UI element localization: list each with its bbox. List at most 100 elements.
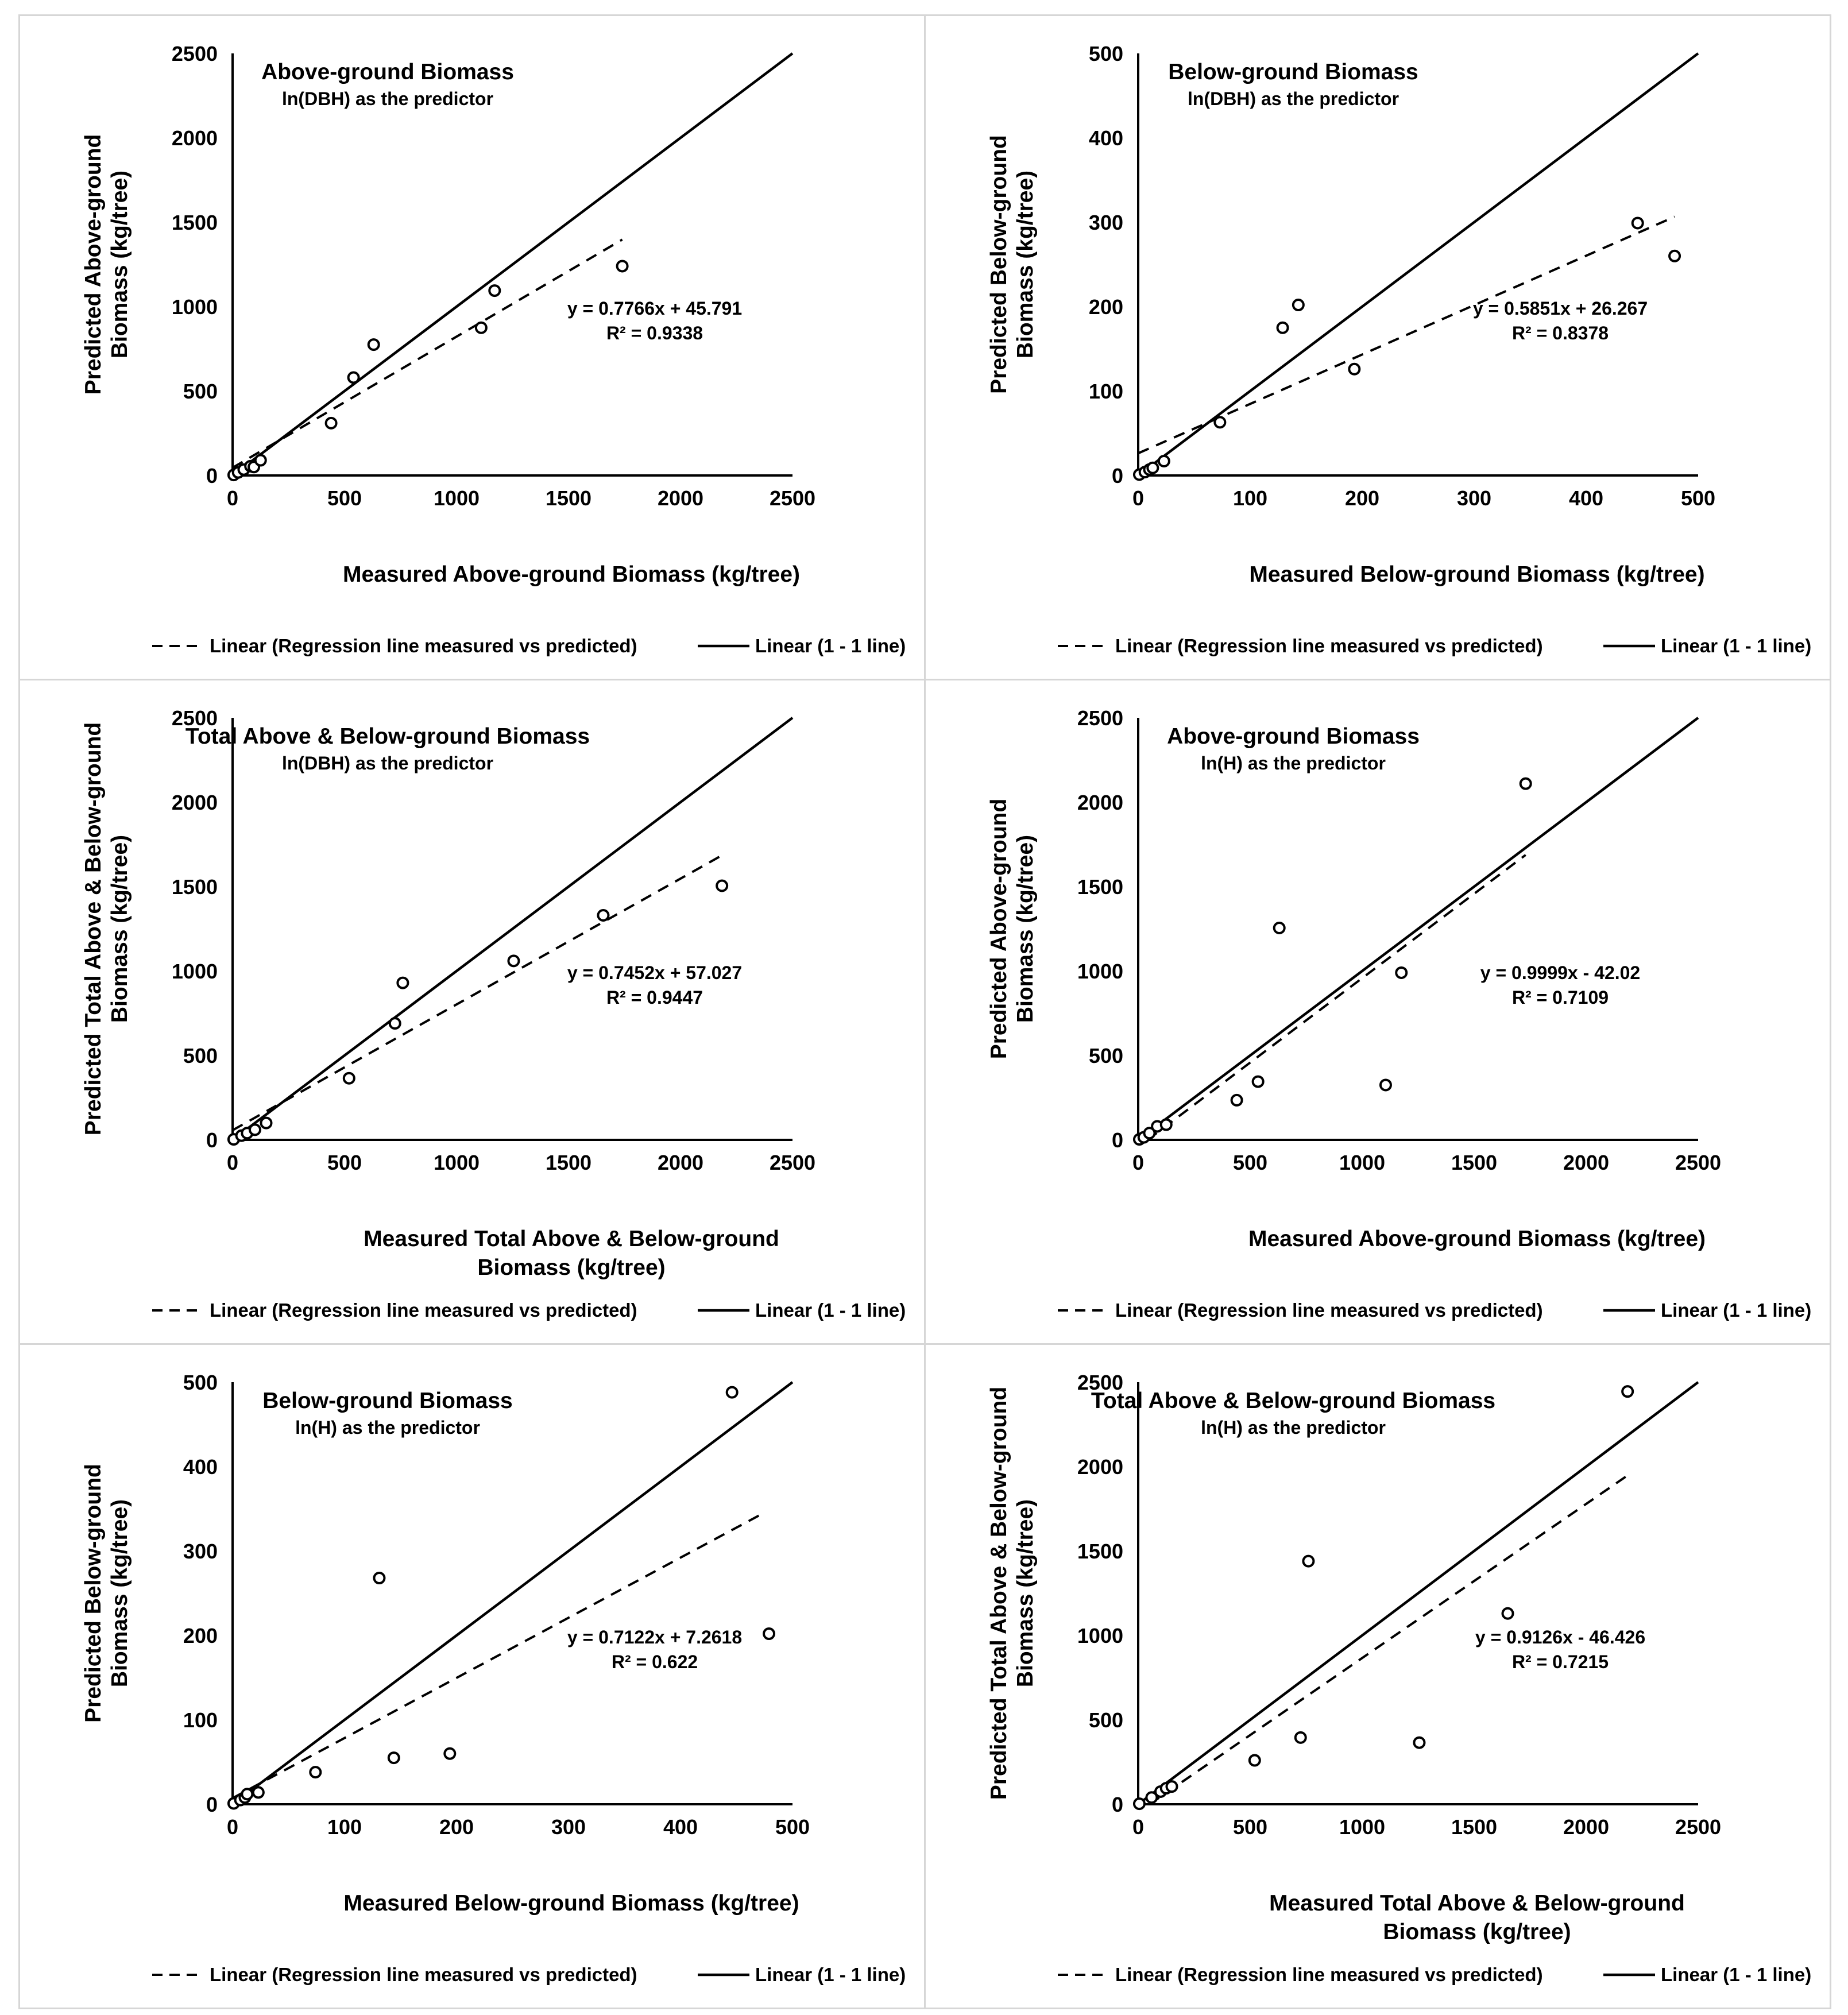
y-axis-label-line: Predicted Above-ground [987,799,1011,1059]
chart-subtitle: ln(DBH) as the predictor [282,88,493,109]
x-axis-label-line: Measured Below-ground Biomass (kg/tree) [343,1891,799,1916]
regression-line [232,1513,762,1800]
data-point [260,1116,273,1130]
data-point [396,976,409,989]
data-point [1251,1075,1265,1088]
y-tick-label: 400 [1089,126,1123,150]
x-tick-label: 1000 [1339,1815,1385,1839]
y-tick-label: 1000 [172,960,218,983]
x-tick-label: 500 [1681,486,1715,510]
y-tick-label: 1500 [172,211,218,234]
x-tick-label: 0 [227,1815,238,1839]
y-tick-label: 2000 [172,126,218,150]
x-axis-label-line: Measured Above-ground Biomass (kg/tree) [1248,1227,1706,1251]
x-tick-label: 500 [1233,1815,1267,1839]
chart-panel-6: 0 500 1000 1500 2000 2500 0 500 1000 1500 2000 2500… [924,1343,1831,2009]
data-point [1146,461,1159,474]
y-tick-label: 2500 [1077,706,1123,730]
y-tick-label: 1000 [1077,960,1123,983]
data-point [1132,1797,1146,1811]
chart-title: Total Above & Below-ground Biomass [185,724,590,749]
data-point [1668,249,1681,262]
x-tick-label: 2000 [658,486,703,510]
x-axis-label-line: Biomass (kg/tree) [1383,1920,1571,1944]
chart-title: Above-ground Biomass [1167,724,1420,749]
chart-subtitle: ln(H) as the predictor [1201,1417,1386,1438]
x-axis-label-line: Biomass (kg/tree) [477,1255,665,1280]
data-point [309,1766,322,1779]
chart-title: Below-ground Biomass [262,1389,513,1413]
x-tick-label: 0 [227,1151,238,1174]
y-tick-label: 1500 [1077,875,1123,899]
data-point [324,416,338,430]
legend-oneone-label: Linear (1 - 1 line) [1661,1964,1811,1985]
data-point [388,1017,401,1030]
chart-panel-4: 0 500 1000 1500 2000 2500 0 500 1000 1500 2000 2500… [924,679,1831,1345]
data-point [725,1386,739,1399]
r-squared: R² = 0.8378 [1512,323,1609,343]
y-axis-label-line: Predicted Below-ground [987,135,1011,394]
data-point [373,1572,386,1585]
chart-panel-5: 0 100 200 300 400 500 0 100 200 300 400 500 Below-gr… [18,1343,926,2009]
x-axis-label: Measured Below-ground Biomass (kg/tree) [343,1891,799,1916]
chart-subtitle: ln(H) as the predictor [295,1417,480,1438]
r-squared: R² = 0.7109 [1512,987,1609,1008]
x-axis-label-line: Measured Total Above & Below-ground [1269,1891,1685,1916]
y-tick-label: 0 [206,464,218,488]
data-point [1294,1731,1307,1744]
legend-regression-label: Linear (Regression line measured vs pred… [210,635,637,656]
data-point [241,1788,254,1801]
y-tick-label: 1000 [172,295,218,319]
data-point [1248,1754,1261,1767]
data-point [1348,362,1361,376]
x-tick-label: 300 [551,1815,586,1839]
y-axis-label-line: Biomass (kg/tree) [1013,1499,1038,1687]
chart-subtitle: ln(DBH) as the predictor [1188,88,1399,109]
x-tick-label: 200 [439,1815,474,1839]
regression-line [1138,215,1675,455]
y-tick-label: 500 [1089,42,1123,65]
x-tick-label: 2500 [770,486,815,510]
data-point [763,1627,776,1641]
data-point [1145,1791,1158,1804]
x-tick-label: 1500 [1451,1815,1497,1839]
chart-svg: 0 500 1000 1500 2000 2500 0 500 1000 1500 2000 2500… [81,706,906,1321]
y-axis-label-line: Biomass (kg/tree) [107,171,132,358]
x-tick-label: 1500 [1451,1151,1497,1174]
one-to-one-line [231,52,794,477]
y-tick-label: 2500 [1077,1371,1123,1394]
r-squared: R² = 0.9338 [606,323,703,343]
data-point [347,371,360,384]
data-point [1165,1780,1178,1793]
data-point [1395,966,1408,979]
y-tick-label: 500 [1089,1708,1123,1732]
regression-equation: y = 0.9999x - 42.02 [1480,962,1640,983]
r-squared: R² = 0.7215 [1512,1652,1609,1672]
y-tick-label: 500 [183,1044,218,1068]
y-tick-label: 0 [206,1793,218,1816]
chart-svg: 0 500 1000 1500 2000 2500 0 500 1000 1500 2000 2500… [81,42,906,656]
legend-regression-label: Linear (Regression line measured vs pred… [1115,635,1543,656]
y-tick-label: 500 [183,1371,218,1394]
x-axis-label: Measured Below-ground Biomass (kg/tree) [1249,562,1704,587]
data-point [249,1123,261,1136]
r-squared: R² = 0.622 [612,1652,698,1672]
x-tick-label: 300 [1457,486,1491,510]
one-to-one-line [1137,52,1699,477]
y-tick-label: 1500 [172,875,218,899]
y-axis-label-line: Biomass (kg/tree) [107,835,132,1023]
x-tick-label: 500 [327,486,362,510]
y-axis-label: Predicted Above-groundBiomass (kg/tree) [81,134,132,395]
y-axis-label-line: Predicted Below-ground [81,1464,106,1723]
legend-oneone-label: Linear (1 - 1 line) [1661,1299,1811,1321]
y-axis-label: Predicted Total Above & Below-groundBiom… [81,722,132,1135]
y-tick-label: 500 [1089,1044,1123,1068]
data-point [1292,299,1305,312]
x-tick-label: 2000 [1563,1151,1609,1174]
data-point [1631,216,1644,230]
regression-line [231,238,623,469]
data-point [474,321,488,334]
data-point [387,1751,400,1765]
chart-subtitle: ln(H) as the predictor [1201,753,1386,773]
